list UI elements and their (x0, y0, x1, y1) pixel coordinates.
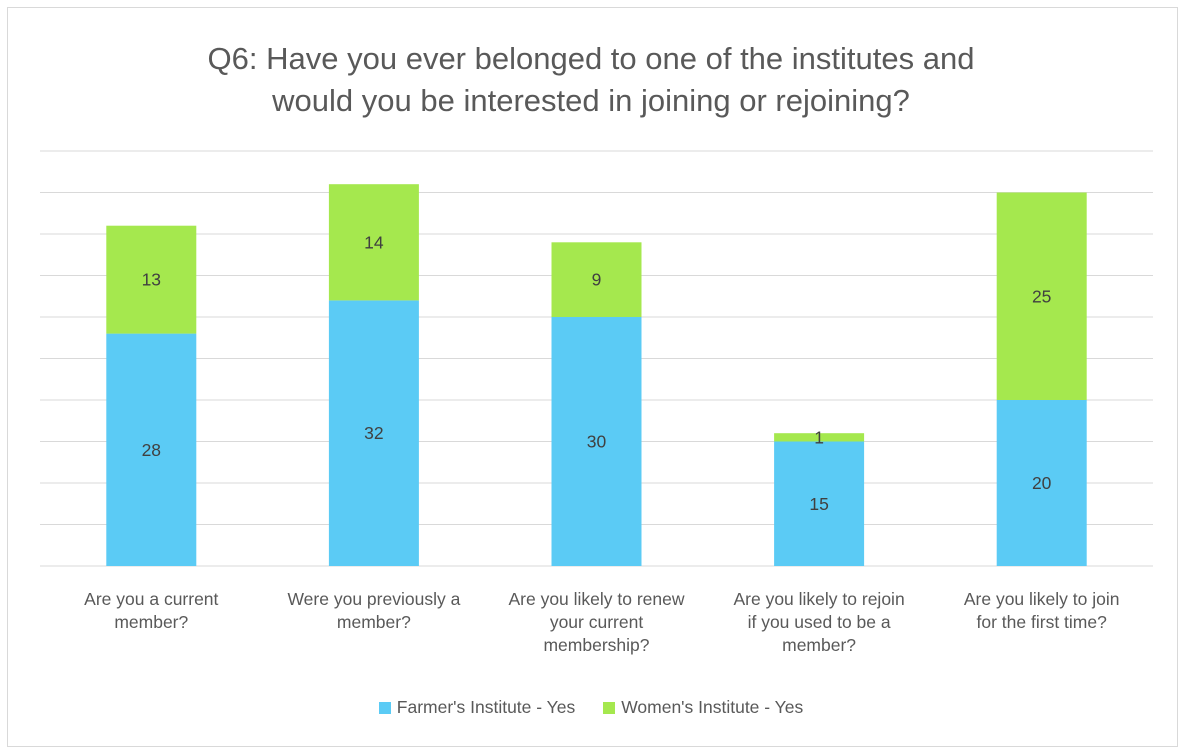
data-label-farmers-3: 15 (809, 494, 828, 514)
bar-farmers-1 (328, 300, 419, 566)
data-label-farmers-0: 28 (142, 440, 161, 460)
bar-farmers-4 (996, 400, 1087, 566)
bar-farmers-3 (774, 441, 865, 566)
category-label-2: Are you likely to renew your current mem… (508, 589, 685, 655)
chart-title: Q6: Have you ever belonged to one of the… (0, 38, 1182, 122)
legend-label-farmers: Farmer's Institute - Yes (396, 697, 576, 717)
chart-title-line-1: Q6: Have you ever belonged to one of the… (207, 41, 975, 76)
data-label-farmers-1: 32 (364, 423, 383, 443)
data-label-farmers-2: 30 (587, 432, 607, 452)
data-label-womens-1: 14 (364, 232, 384, 252)
data-label-womens-0: 13 (142, 270, 161, 290)
data-label-womens-2: 9 (592, 270, 602, 290)
data-label-womens-3: 1 (814, 427, 824, 447)
legend-item-farmers: Farmer's Institute - Yes (378, 697, 576, 718)
legend-swatch-farmers (378, 701, 391, 714)
bar-womens-3 (774, 433, 865, 442)
category-label-0: Are you a current member? (84, 589, 219, 632)
bar-farmers-2 (551, 317, 642, 566)
bar-womens-4 (996, 192, 1087, 400)
bar-womens-2 (551, 242, 642, 317)
category-label-1: Were you previously a member? (287, 589, 461, 632)
bar-farmers-0 (106, 333, 197, 566)
data-label-womens-4: 25 (1032, 286, 1051, 306)
category-label-3: Are you likely to rejoin if you used to … (733, 589, 905, 655)
chart-title-line-2: would you be interested in joining or re… (272, 83, 910, 118)
bar-womens-0 (106, 225, 197, 334)
legend-label-womens: Women's Institute - Yes (621, 697, 804, 717)
legend-item-womens: Women's Institute - Yes (603, 697, 803, 718)
legend-swatch-womens (603, 701, 616, 714)
legend: Farmer's Institute - Yes Women's Institu… (0, 697, 1182, 718)
data-label-farmers-4: 20 (1032, 473, 1052, 493)
category-label-4: Are you likely to join for the first tim… (963, 589, 1120, 632)
bar-womens-1 (328, 184, 419, 301)
